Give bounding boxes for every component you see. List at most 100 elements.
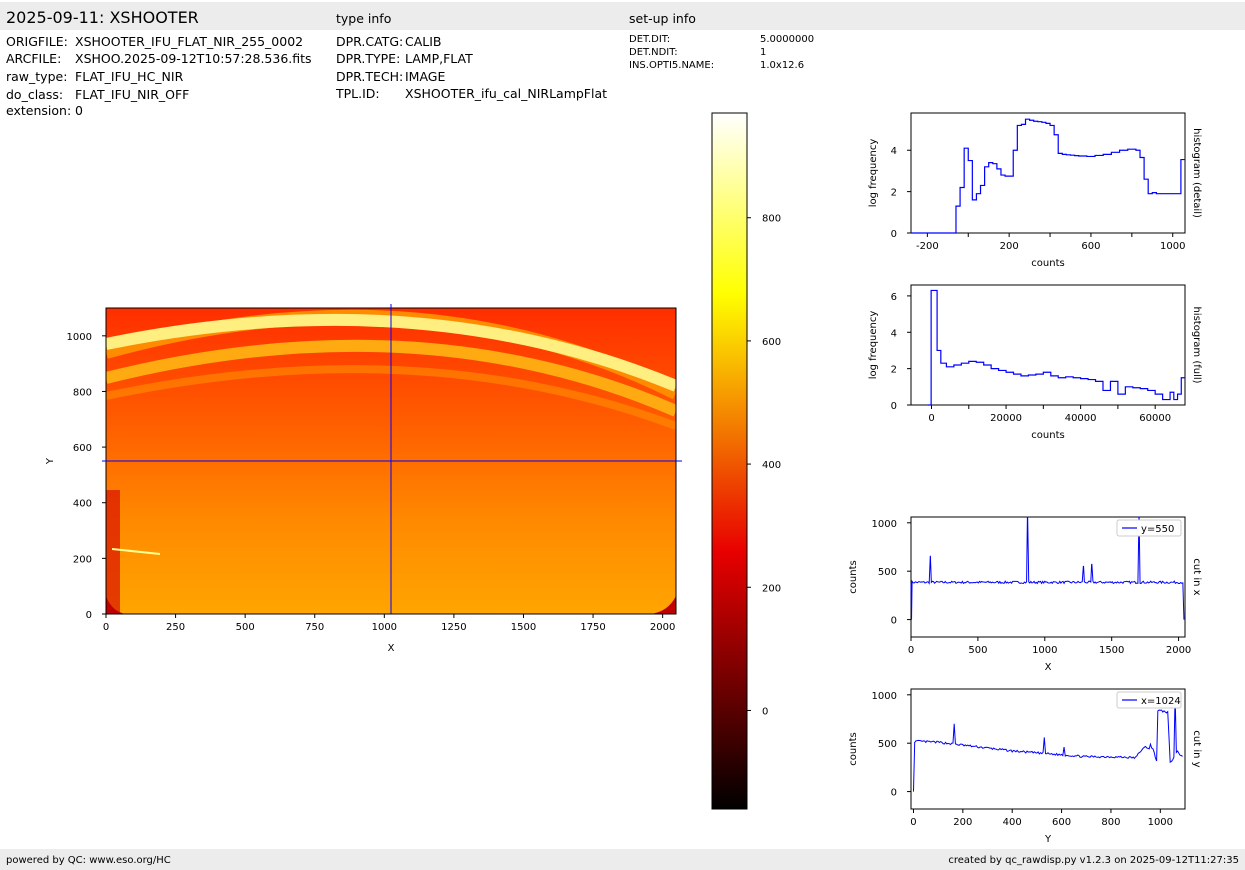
- hist-detail-xtick-label: -200: [916, 241, 939, 252]
- hist-full-frame: [910, 284, 1186, 406]
- cut-x-xlabel: X: [1045, 662, 1052, 673]
- cut-y-xlabel: Y: [1044, 834, 1052, 845]
- hist-detail-ytick-label: 4: [891, 146, 897, 157]
- image-axes: 0 250 500 750 1000 1250 1500 1750 2000 0 200 400 600…: [45, 332, 675, 654]
- colorbar-tick-label: 0: [762, 706, 768, 717]
- image-xtick-label: 2000: [650, 622, 675, 633]
- cut-x-ylabel: counts: [848, 560, 859, 593]
- hist-detail-xtick-label: 1000: [1160, 241, 1185, 252]
- hist-detail-xtick-label: 200: [1000, 241, 1019, 252]
- cut-x-legend-box: [1116, 519, 1182, 537]
- cut-y-legend-box: [1116, 691, 1182, 709]
- cut-x-frame: [910, 516, 1186, 638]
- hist-full-xlabel: counts: [1031, 430, 1064, 441]
- image-ylabel: Y: [45, 457, 56, 465]
- cut-y-xtick-label: 400: [1003, 817, 1022, 828]
- hist-full-line: [927, 289, 1185, 406]
- image-xlabel: X: [388, 643, 395, 654]
- colorbar-axes: 0 200 400 600 800: [747, 214, 781, 717]
- tpl-id-value: XSHOOTER_ifu_cal_NIRLampFlat: [405, 86, 608, 101]
- colorbar: [711, 112, 748, 810]
- dpr-catg-key: DPR.CATG:: [336, 34, 404, 49]
- colorbar-tick-label: 400: [762, 460, 781, 471]
- type-info-heading: type info: [336, 11, 392, 26]
- cut-y-legend-label: x=1024: [1141, 696, 1181, 707]
- dpr-tech-key: DPR.TECH:: [336, 69, 404, 84]
- image-ytick-label: 200: [73, 554, 92, 565]
- det-dit-value: 5.0000000: [760, 34, 815, 45]
- image-ytick-label: 600: [73, 443, 92, 454]
- hist-full-ytick-label: 4: [891, 328, 897, 339]
- header-band: [0, 2, 1245, 30]
- cut-x-ytick-label: 1000: [872, 519, 897, 530]
- histogram-detail-panel: -200 200 600 1000 0 2 4 counts log frequency hist…: [868, 112, 1202, 269]
- cut-x-xtick-label: 0: [908, 645, 914, 656]
- cut-x-ytick-label: 500: [878, 567, 897, 578]
- cut-y-xtick-label: 800: [1101, 817, 1120, 828]
- hist-detail-ylabel: log frequency: [868, 139, 879, 208]
- do-class-value: FLAT_IFU_NIR_OFF: [75, 87, 190, 102]
- dpr-catg-value: CALIB: [405, 34, 442, 49]
- arcfile-value: XSHOO.2025-09-12T10:57:28.536.fits: [75, 51, 312, 66]
- origfile-value: XSHOOTER_IFU_FLAT_NIR_255_0002: [75, 34, 304, 49]
- hist-full-xtick-label: 0: [928, 413, 934, 424]
- cut-x-xtick-label: 2000: [1166, 645, 1191, 656]
- page-title: 2025-09-11: XSHOOTER: [6, 8, 199, 27]
- hist-detail-side-label: histogram (detail): [1191, 128, 1202, 218]
- image-xtick-label: 750: [305, 622, 324, 633]
- det-ndit-value: 1: [760, 47, 767, 58]
- ins-opti5-key: INS.OPTI5.NAME:: [629, 60, 715, 71]
- colorbar-tick-label: 200: [762, 583, 781, 594]
- cut-x-side-label: cut in x: [1191, 558, 1202, 595]
- cut-y-xtick-label: 0: [910, 817, 916, 828]
- image-xtick-label: 1750: [580, 622, 605, 633]
- hist-full-xtick-label: 20000: [990, 413, 1022, 424]
- cut-y-xtick-label: 600: [1052, 817, 1071, 828]
- colorbar-tick-label: 800: [762, 214, 781, 225]
- cut-y-side-label: cut in y: [1191, 730, 1202, 767]
- raw-type-key: raw_type:: [6, 69, 68, 84]
- hist-full-ytick-label: 0: [891, 401, 897, 412]
- hist-full-side-label: histogram (full): [1191, 306, 1202, 383]
- tpl-id-key: TPL.ID:: [336, 86, 380, 101]
- image-ytick-label: 1000: [67, 332, 92, 343]
- cut-x-xtick-label: 1500: [1099, 645, 1124, 656]
- hist-detail-line: [911, 118, 1185, 234]
- ins-opti5-value: 1.0x12.6: [760, 60, 805, 71]
- hist-full-xtick-label: 60000: [1139, 413, 1171, 424]
- dpr-type-key: DPR.TYPE:: [336, 51, 401, 66]
- hist-detail-ytick-label: 0: [891, 229, 897, 240]
- hist-full-xtick-label: 40000: [1065, 413, 1097, 424]
- cut-y-ytick-label: 0: [891, 788, 897, 799]
- det-ndit-key: DET.NDIT:: [629, 47, 678, 58]
- histogram-full-panel: 0 20000 40000 60000 0 2 4 6 counts log frequency h…: [868, 284, 1202, 441]
- image-ytick-label: 800: [73, 387, 92, 398]
- cut-x-xtick-label: 500: [968, 645, 987, 656]
- image-xtick-label: 500: [236, 622, 255, 633]
- det-dit-key: DET.DIT:: [629, 34, 671, 45]
- footer-right: created by qc_rawdisp.py v1.2.3 on 2025-…: [948, 855, 1239, 866]
- cut-y-line: [912, 694, 1183, 792]
- dpr-type-value: LAMP,FLAT: [405, 51, 473, 66]
- hist-detail-frame: [910, 112, 1186, 234]
- footer-left: powered by QC: www.eso.org/HC: [6, 855, 171, 866]
- hist-full-ytick-label: 6: [891, 292, 897, 303]
- arcfile-key: ARCFILE:: [6, 51, 62, 66]
- do-class-key: do_class:: [6, 87, 64, 102]
- hist-detail-xlabel: counts: [1031, 258, 1064, 269]
- extension-key: extension:: [6, 103, 72, 118]
- cut-y-ytick-label: 1000: [872, 691, 897, 702]
- raw-type-value: FLAT_IFU_HC_NIR: [75, 69, 184, 84]
- cut-x-xtick-label: 1000: [1032, 645, 1057, 656]
- origfile-key: ORIGFILE:: [6, 34, 68, 49]
- cut-x-ytick-label: 0: [891, 616, 897, 627]
- cut-x-line: [910, 516, 1185, 620]
- image-xtick-label: 0: [103, 622, 109, 633]
- image-xtick-label: 1000: [372, 622, 397, 633]
- dpr-tech-value: IMAGE: [405, 69, 446, 84]
- cut-x-legend-label: y=550: [1141, 524, 1174, 535]
- image-ytick-label: 0: [86, 610, 92, 621]
- setup-info-heading: set-up info: [629, 11, 696, 26]
